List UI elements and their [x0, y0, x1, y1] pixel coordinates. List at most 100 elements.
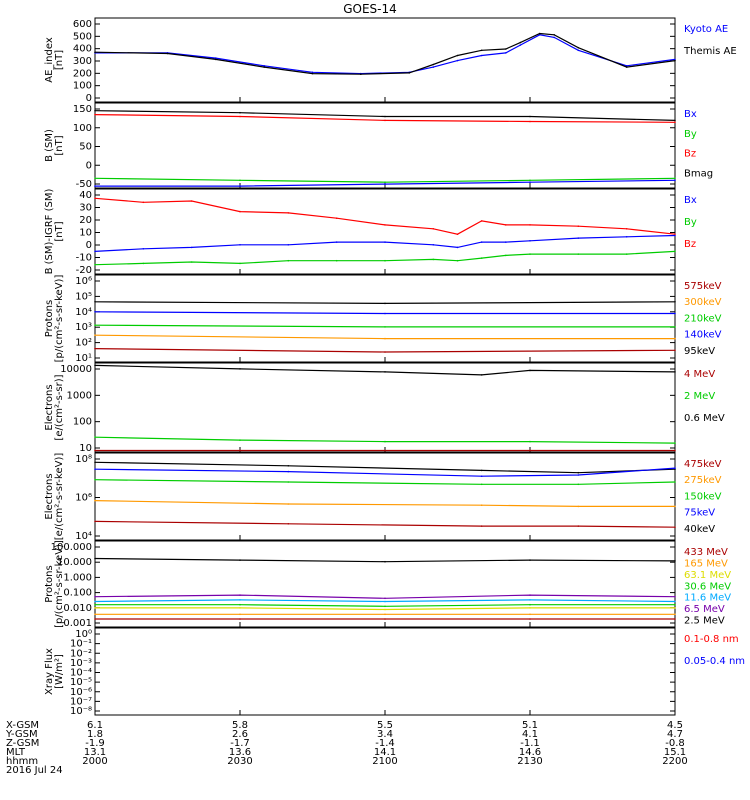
- ephem-value: 3.4: [377, 729, 393, 740]
- ephem-value: -1.7: [230, 738, 250, 749]
- data-point: [287, 481, 290, 483]
- data-point: [529, 594, 531, 596]
- data-point: [384, 449, 386, 452]
- legend-entry: 11.6 MeV: [684, 593, 731, 604]
- series-line: [94, 461, 676, 474]
- data-point: [480, 504, 483, 507]
- panel-5: 10000 1000 100 10 Electrons [e/(cm²-s-sr)] 4 M…: [44, 362, 725, 454]
- data-point: [674, 618, 676, 620]
- data-point: [577, 474, 580, 476]
- legend-entry: Bmag: [684, 168, 713, 179]
- legend-entry: 475keV: [684, 459, 722, 470]
- legend-entry: 433 MeV: [684, 547, 728, 558]
- y-tick-label: 0.010: [63, 603, 92, 614]
- data-point: [239, 613, 241, 616]
- legend-entry: 4 MeV: [684, 369, 715, 380]
- data-point: [432, 258, 435, 261]
- y-tick-label: -10: [76, 253, 92, 264]
- series-line: [94, 197, 676, 235]
- y-tick-label: 10¹: [75, 353, 92, 364]
- ephem-value: -0.8: [665, 738, 685, 749]
- data-point: [335, 217, 338, 219]
- legend-entry: 210keV: [684, 313, 722, 324]
- data-point: [94, 109, 96, 112]
- data-point: [384, 605, 386, 608]
- data-point: [529, 603, 531, 606]
- ephem-value: 4.5: [667, 720, 683, 731]
- data-point: [239, 618, 241, 620]
- data-point: [674, 600, 676, 603]
- data-point: [384, 326, 386, 328]
- data-point: [94, 520, 96, 523]
- data-point: [480, 54, 483, 57]
- series-line: [94, 364, 676, 376]
- y-tick-label: 40: [79, 190, 92, 201]
- legend-entry: 0.6 MeV: [684, 413, 725, 424]
- legend-entry: Bz: [684, 239, 696, 250]
- data-point: [529, 369, 531, 372]
- data-point: [674, 613, 676, 616]
- data-point: [239, 262, 241, 265]
- y-tick-label: 10⁶: [75, 276, 92, 287]
- y-tick-label: 10000: [60, 364, 92, 375]
- y-tick-label: 0: [86, 93, 92, 104]
- panel-2: 150 100 50 0 -50 B (SM) [nT] Bx By Bz Bmag: [44, 102, 713, 190]
- legend-entry: By: [684, 129, 697, 140]
- legend-entry: Bx: [684, 109, 697, 120]
- ephem-value: 5.5: [377, 720, 393, 731]
- panel-frame: [94, 627, 676, 716]
- data-point: [674, 481, 676, 483]
- data-point: [239, 179, 241, 182]
- y-axis-label: Protons: [44, 300, 55, 337]
- data-point: [94, 468, 96, 471]
- data-point: [577, 237, 580, 239]
- data-point: [384, 259, 386, 262]
- series-line: [94, 234, 676, 252]
- data-point: [625, 65, 628, 67]
- data-point: [625, 228, 628, 230]
- data-point: [287, 470, 290, 473]
- series-line: [95, 34, 676, 75]
- data-point: [505, 254, 507, 257]
- data-point: [674, 349, 676, 352]
- data-point: [625, 236, 628, 238]
- data-point: [674, 179, 676, 182]
- legend-entry: 2.5 MeV: [684, 616, 725, 627]
- data-point: [432, 244, 435, 246]
- ephem-value: 15.1: [664, 747, 686, 758]
- ephem-value: 6.1: [87, 720, 103, 731]
- legend-entry: 275keV: [684, 475, 722, 486]
- y-tick-label: 500: [73, 31, 92, 42]
- data-point: [142, 262, 145, 265]
- data-point: [480, 257, 483, 259]
- data-point: [577, 253, 580, 255]
- ephem-value: 5.8: [232, 720, 248, 731]
- data-point: [538, 34, 541, 36]
- data-point: [94, 197, 96, 200]
- data-point: [239, 559, 241, 561]
- data-point: [384, 119, 386, 122]
- data-point: [674, 250, 676, 253]
- data-point: [432, 228, 435, 230]
- data-point: [529, 440, 531, 443]
- data-point: [94, 618, 96, 620]
- data-point: [239, 599, 241, 601]
- data-point: [432, 66, 435, 68]
- data-point: [577, 225, 580, 227]
- y-tick-label: 150: [73, 104, 92, 115]
- y-tick-label: 10⁻²: [70, 648, 92, 659]
- data-point: [625, 253, 628, 255]
- y-tick-label: 20: [79, 215, 92, 226]
- data-point: [94, 613, 96, 616]
- legend-entry: Bx: [684, 195, 697, 206]
- legend-entry: 575keV: [684, 281, 722, 292]
- data-point: [384, 613, 386, 616]
- data-point: [239, 439, 241, 441]
- y-tick-label: 400: [73, 44, 92, 55]
- data-point: [94, 461, 96, 464]
- y-axis-label: [p/(cm²-s-sr-keV)]: [54, 540, 65, 628]
- data-point: [190, 261, 193, 263]
- y-tick-label: 0.001: [63, 618, 92, 629]
- ephem-value: 2130: [517, 756, 542, 767]
